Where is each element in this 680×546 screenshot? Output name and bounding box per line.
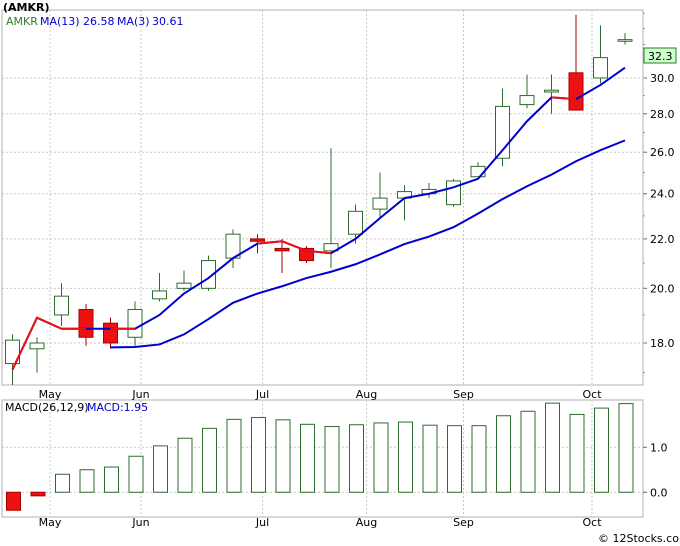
price-tick-label: 24.0	[650, 188, 675, 201]
macd-bar	[618, 403, 634, 493]
macd-tick-label: 1.0	[650, 441, 668, 454]
candle-body	[544, 89, 559, 93]
price-tick-label: 18.0	[650, 337, 675, 350]
macd-bar	[6, 491, 21, 511]
macd-axis-ticks: 0.0 1.0	[643, 441, 668, 499]
macd-tick-label: 0.0	[650, 486, 668, 499]
ma13-line	[110, 139, 626, 349]
last-price-tag-box	[643, 47, 677, 64]
macd-bar	[104, 466, 119, 493]
candle-body	[568, 72, 584, 111]
candle-body	[152, 290, 167, 300]
legend-ma3-label: MA(3)	[117, 15, 150, 28]
month-label: May	[39, 516, 62, 529]
moving-average-lines	[11, 66, 626, 371]
price-tick-label: 30.0	[650, 72, 675, 85]
price-tick-label: 26.0	[650, 146, 675, 159]
macd-bar	[275, 419, 291, 493]
ma3-down-segment	[11, 316, 86, 371]
macd-grid	[2, 400, 643, 517]
candle-body	[274, 247, 290, 252]
legend-symbol: AMKR	[6, 15, 38, 28]
candle-body	[127, 309, 143, 338]
macd-bar	[55, 473, 70, 493]
candle-body	[176, 282, 192, 289]
candle-body	[250, 238, 265, 242]
macd-bar	[177, 437, 193, 493]
month-label: Oct	[582, 388, 602, 401]
month-label: Aug	[356, 516, 377, 529]
candle-body	[323, 243, 339, 252]
month-labels: May May Jun Jun Jul Jul Aug Aug Sep Sep Oct Oct	[39, 388, 603, 529]
legend-ma3-value: 30.61	[152, 15, 184, 28]
macd-bar	[226, 418, 242, 493]
legend-ma13-label: MA(13)	[40, 15, 80, 28]
macd-bar	[496, 415, 511, 493]
macd-bar	[300, 423, 315, 493]
month-label: Jul	[255, 516, 269, 529]
candle-body	[617, 39, 633, 42]
macd-bar	[447, 425, 462, 493]
candle-body	[103, 322, 118, 344]
candle-body	[519, 95, 535, 106]
month-label: Aug	[356, 388, 377, 401]
month-label: Jun	[131, 516, 149, 529]
candle-body	[372, 197, 388, 210]
candle-body	[593, 57, 608, 79]
candle-body	[29, 342, 45, 350]
watermark: © 12Stocks.com	[598, 532, 680, 545]
macd-bar	[349, 424, 364, 493]
macd-bar	[128, 455, 144, 493]
month-label: Sep	[453, 516, 474, 529]
macd-bar	[594, 407, 609, 493]
macd-bar	[569, 413, 585, 493]
macd-bar	[471, 425, 487, 493]
price-tick-label: 20.0	[650, 282, 675, 295]
macd-bar	[545, 402, 560, 493]
price-tick-label: 28.0	[650, 108, 675, 121]
ma3-down-segment	[551, 96, 577, 101]
candle-body	[5, 339, 20, 365]
candle-body	[348, 210, 363, 235]
price-panel-frame	[1, 9, 644, 386]
macd-bar	[251, 417, 266, 493]
macd-bar	[324, 426, 340, 493]
macd-bar	[202, 427, 217, 493]
month-label: May	[39, 388, 62, 401]
macd-bar	[373, 422, 389, 493]
macd-bar	[153, 445, 168, 493]
macd-bar	[398, 421, 413, 493]
month-label: Oct	[582, 516, 602, 529]
macd-bar	[422, 424, 438, 493]
candle-body	[78, 309, 94, 338]
month-label: Sep	[453, 388, 474, 401]
macd-bars	[6, 402, 634, 511]
price-tick-label: 22.0	[650, 233, 675, 246]
macd-legend-value: MACD:1.95	[87, 401, 148, 414]
macd-bar	[30, 491, 46, 497]
last-price-tag: 32.3	[648, 50, 673, 63]
ma3-down-segment	[257, 240, 332, 255]
legend-ma13-value: 26.58	[83, 15, 115, 28]
month-label: Jul	[255, 388, 269, 401]
macd-legend-label: MACD(26,12,9)	[5, 401, 89, 414]
macd-bar	[79, 469, 95, 493]
candle-body	[470, 165, 486, 178]
macd-panel-frame	[1, 399, 644, 518]
month-label: Jun	[131, 388, 149, 401]
chart-title-symbol: (AMKR)	[3, 1, 50, 14]
candle-body	[54, 295, 69, 316]
macd-bar	[520, 410, 536, 493]
candle-body	[446, 180, 461, 206]
price-axis-ticks: 18.0 20.0 22.0 24.0 26.0 28.0 30.0	[643, 12, 675, 374]
